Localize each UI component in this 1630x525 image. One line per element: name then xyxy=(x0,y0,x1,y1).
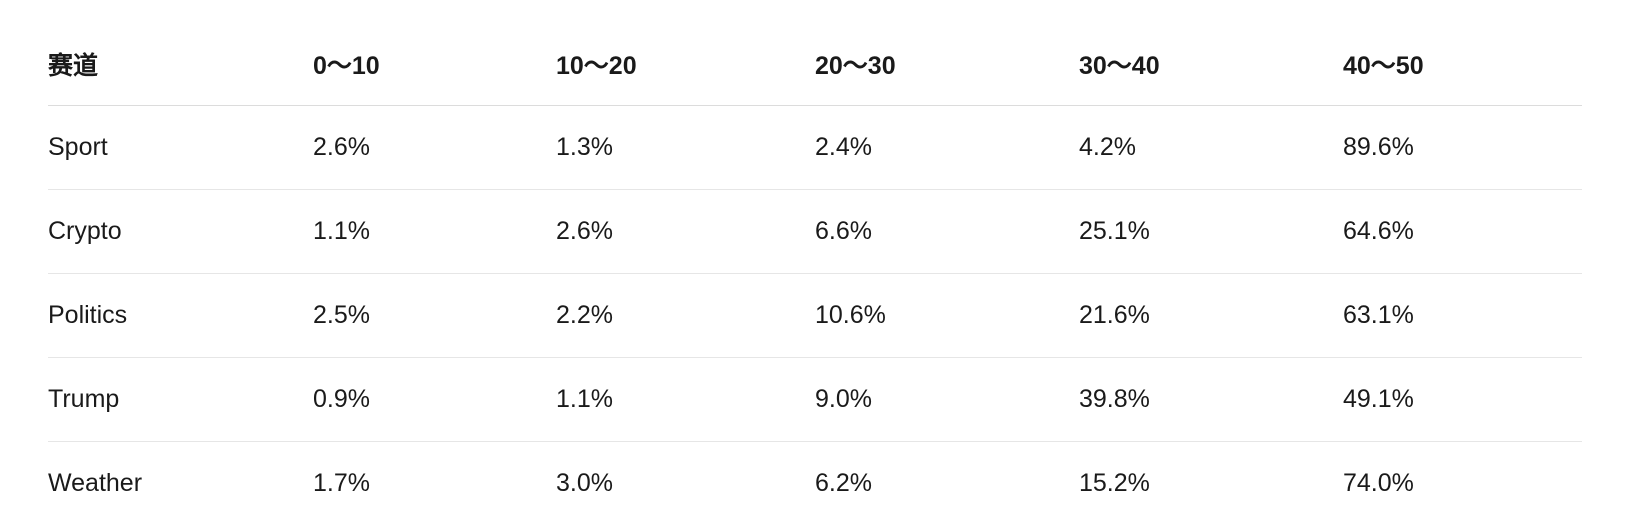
header-cell: 10～20 xyxy=(556,22,815,106)
table-cell: 0.9% xyxy=(313,358,556,442)
row-label: Politics xyxy=(48,274,313,358)
table-cell: 21.6% xyxy=(1079,274,1343,358)
table-cell: 6.2% xyxy=(815,442,1079,525)
table-cell: 1.1% xyxy=(313,190,556,274)
table-cell: 10.6% xyxy=(815,274,1079,358)
table-cell: 1.1% xyxy=(556,358,815,442)
table-cell: 9.0% xyxy=(815,358,1079,442)
table-cell: 89.6% xyxy=(1343,106,1582,190)
table-cell: 64.6% xyxy=(1343,190,1582,274)
table-cell: 6.6% xyxy=(815,190,1079,274)
header-cell: 20～30 xyxy=(815,22,1079,106)
table-cell: 1.7% xyxy=(313,442,556,525)
table-cell: 15.2% xyxy=(1079,442,1343,525)
table-cell: 63.1% xyxy=(1343,274,1582,358)
header-cell: 40～50 xyxy=(1343,22,1582,106)
table-cell: 2.4% xyxy=(815,106,1079,190)
table-cell: 2.6% xyxy=(313,106,556,190)
table-cell: 3.0% xyxy=(556,442,815,525)
table-cell: 25.1% xyxy=(1079,190,1343,274)
header-cell: 赛道 xyxy=(48,22,313,106)
table-cell: 2.5% xyxy=(313,274,556,358)
row-label: Crypto xyxy=(48,190,313,274)
table-cell: 2.6% xyxy=(556,190,815,274)
table-cell: 74.0% xyxy=(1343,442,1582,525)
table-cell: 1.3% xyxy=(556,106,815,190)
header-cell: 30～40 xyxy=(1079,22,1343,106)
table-cell: 2.2% xyxy=(556,274,815,358)
row-label: Sport xyxy=(48,106,313,190)
table-cell: 39.8% xyxy=(1079,358,1343,442)
table-cell: 49.1% xyxy=(1343,358,1582,442)
row-label: Trump xyxy=(48,358,313,442)
table-cell: 4.2% xyxy=(1079,106,1343,190)
header-cell: 0～10 xyxy=(313,22,556,106)
row-label: Weather xyxy=(48,442,313,525)
